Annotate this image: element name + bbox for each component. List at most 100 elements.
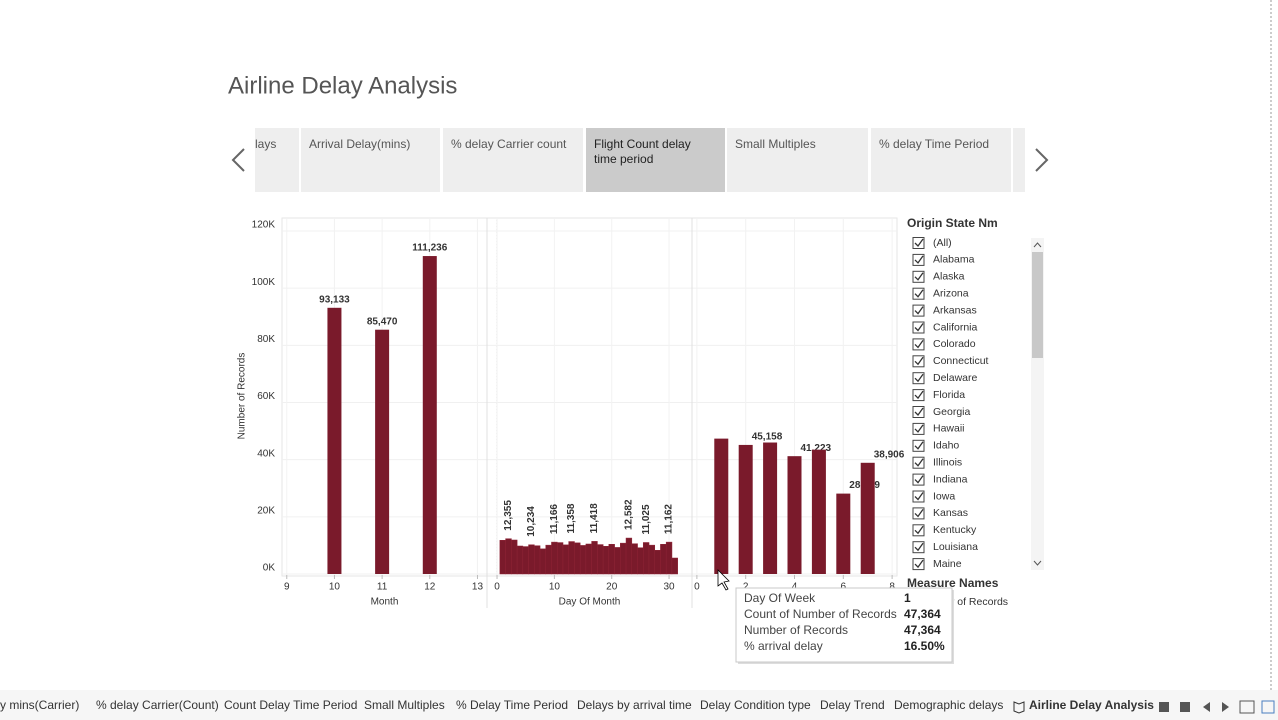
filter-item[interactable]: Alabama bbox=[933, 254, 975, 266]
filter-item[interactable]: Alaska bbox=[933, 271, 965, 283]
y-tick-label: 60K bbox=[257, 391, 275, 402]
scroll-up[interactable] bbox=[1033, 242, 1042, 248]
bar bbox=[585, 543, 592, 575]
sheet-tab[interactable]: Demographic delays bbox=[894, 698, 1003, 712]
checkbox[interactable] bbox=[912, 270, 925, 283]
checkbox[interactable] bbox=[912, 473, 925, 486]
x-tick-label: 11 bbox=[377, 582, 388, 593]
x-tick-label: 20 bbox=[606, 582, 618, 593]
filter-item[interactable]: Iowa bbox=[933, 490, 955, 502]
bar bbox=[511, 539, 518, 575]
checkbox[interactable] bbox=[912, 456, 925, 469]
icon[interactable] bbox=[1239, 700, 1255, 714]
filter-item[interactable]: Kentucky bbox=[933, 524, 977, 536]
story-tab[interactable] bbox=[301, 128, 440, 192]
data-label: 38,906 bbox=[874, 449, 905, 460]
filter-item[interactable]: Kansas bbox=[933, 507, 968, 519]
next-arrow[interactable] bbox=[1035, 148, 1049, 172]
bar bbox=[516, 545, 524, 575]
icon[interactable] bbox=[1261, 700, 1275, 714]
bar bbox=[574, 542, 581, 575]
checkbox[interactable] bbox=[912, 287, 925, 300]
checkmark bbox=[914, 340, 924, 349]
checkbox[interactable] bbox=[912, 237, 925, 249]
checkbox[interactable] bbox=[912, 253, 925, 266]
prev-arrow[interactable] bbox=[231, 148, 245, 172]
checkbox[interactable] bbox=[912, 338, 925, 351]
filter-item[interactable]: Connecticut bbox=[933, 355, 989, 367]
filter-item[interactable]: Indiana bbox=[933, 473, 968, 485]
bar bbox=[499, 540, 506, 575]
bar bbox=[528, 544, 535, 575]
filter-item[interactable]: Georgia bbox=[933, 406, 971, 418]
bar bbox=[763, 442, 778, 574]
checkbox[interactable] bbox=[912, 524, 925, 537]
checkbox[interactable] bbox=[912, 406, 925, 418]
checkbox[interactable] bbox=[912, 355, 925, 368]
sheet-tab[interactable]: y mins(Carrier) bbox=[0, 698, 79, 712]
icon[interactable] bbox=[1203, 702, 1210, 712]
icon[interactable] bbox=[1180, 702, 1190, 712]
bar bbox=[579, 545, 587, 575]
checkbox[interactable] bbox=[912, 439, 925, 452]
bar bbox=[671, 557, 678, 575]
sheet-tab[interactable]: % delay Carrier(Count) bbox=[96, 698, 219, 712]
checkmark bbox=[914, 373, 924, 383]
filter-item[interactable]: Arizona bbox=[933, 287, 969, 299]
scroll-down[interactable] bbox=[1033, 560, 1042, 566]
sheet-tab[interactable]: % Delay Time Period bbox=[456, 698, 568, 712]
filter-item[interactable]: Delaware bbox=[933, 372, 978, 384]
filter-item[interactable]: California bbox=[933, 321, 978, 333]
checkbox[interactable] bbox=[912, 321, 925, 334]
story-tab[interactable] bbox=[727, 128, 868, 192]
sheet-tab[interactable]: Small Multiples bbox=[364, 698, 445, 712]
filter-item[interactable]: (All) bbox=[933, 237, 952, 249]
filter-item[interactable]: Louisiana bbox=[933, 541, 978, 553]
filter-item[interactable]: Colorado bbox=[933, 338, 976, 350]
data-label: 11,162 bbox=[664, 504, 675, 534]
checkbox[interactable] bbox=[912, 389, 925, 402]
x-tick-label: 2 bbox=[743, 582, 749, 593]
checkbox[interactable] bbox=[912, 541, 925, 554]
icon[interactable] bbox=[1159, 702, 1169, 712]
bar bbox=[631, 543, 638, 575]
story-tab[interactable] bbox=[443, 128, 583, 192]
filter-item[interactable]: Maine bbox=[933, 558, 962, 570]
filter-item[interactable]: Florida bbox=[933, 389, 965, 401]
checkmark bbox=[914, 458, 924, 467]
filter-item[interactable]: Arkansas bbox=[933, 304, 977, 316]
toolbar-icons bbox=[1159, 700, 1275, 714]
story-tab[interactable] bbox=[871, 128, 1011, 192]
sheet-tab[interactable]: Delay Trend bbox=[820, 698, 885, 712]
y-tick-label: 80K bbox=[257, 334, 275, 345]
story-tab[interactable] bbox=[586, 128, 725, 192]
filter-item[interactable]: Idaho bbox=[933, 440, 959, 452]
checkbox[interactable] bbox=[912, 507, 925, 520]
checkbox[interactable] bbox=[912, 304, 925, 317]
sheet-tab[interactable]: Delays by arrival time bbox=[577, 698, 692, 712]
checkmark bbox=[914, 492, 924, 501]
scrollbar-thumb[interactable] bbox=[1032, 252, 1043, 358]
bar bbox=[637, 547, 644, 575]
checkbox[interactable] bbox=[912, 372, 925, 385]
checkmark bbox=[914, 272, 924, 281]
story-tab-label: lays bbox=[255, 137, 276, 151]
sheet-tab[interactable]: Delay Condition type bbox=[700, 698, 811, 712]
sheet-tab[interactable]: Count Delay Time Period bbox=[224, 698, 357, 712]
checkbox[interactable] bbox=[912, 558, 925, 571]
checkbox[interactable] bbox=[912, 490, 925, 503]
x-tick-label: 13 bbox=[472, 582, 484, 593]
filter-item[interactable]: Illinois bbox=[933, 456, 962, 468]
data-label: 10,234 bbox=[526, 506, 537, 537]
data-label: 11,166 bbox=[549, 504, 560, 534]
filter-item[interactable]: Hawaii bbox=[933, 423, 965, 435]
story-tab-partial[interactable] bbox=[1013, 128, 1025, 192]
icon[interactable] bbox=[1222, 702, 1229, 712]
x-tick-label: 8 bbox=[889, 582, 895, 593]
bar bbox=[505, 538, 512, 575]
story-tab[interactable] bbox=[255, 128, 299, 192]
tooltip bbox=[735, 587, 953, 663]
checkmark bbox=[914, 525, 924, 535]
checkbox[interactable] bbox=[912, 422, 925, 435]
sheet-tab[interactable]: Airline Delay Analysis bbox=[1029, 698, 1154, 712]
